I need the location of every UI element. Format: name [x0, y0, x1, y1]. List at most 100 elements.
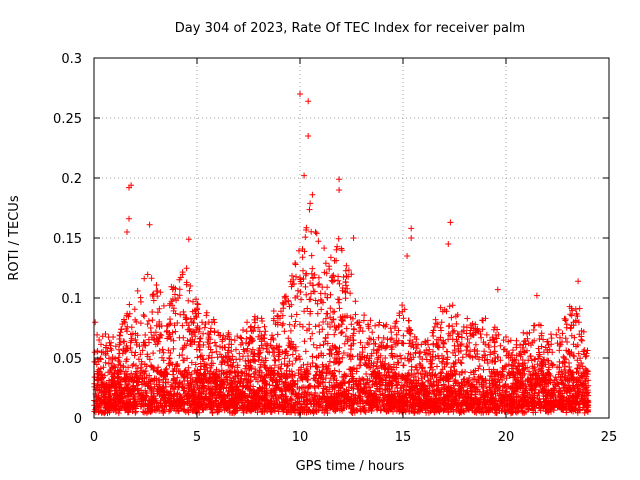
- data-point: [327, 347, 334, 354]
- data-point: [291, 323, 298, 329]
- data-point: [134, 365, 141, 372]
- data-point: [319, 326, 326, 333]
- data-point: [575, 361, 582, 368]
- data-point: [99, 333, 106, 340]
- data-point: [562, 335, 569, 342]
- data-point: [251, 316, 258, 323]
- data-point: [481, 357, 488, 364]
- data-point: [458, 341, 465, 347]
- data-point: [397, 352, 404, 359]
- data-point: [283, 298, 290, 305]
- data-point: [204, 339, 211, 346]
- data-point: [318, 306, 325, 313]
- data-point: [319, 407, 326, 414]
- data-point: [479, 326, 486, 333]
- data-point: [188, 359, 195, 366]
- data-point: [316, 281, 323, 287]
- data-point: [308, 252, 315, 259]
- data-point: [286, 303, 293, 310]
- data-point: [244, 319, 250, 326]
- data-point: [333, 246, 340, 253]
- data-point: [481, 348, 488, 355]
- data-point: [286, 358, 293, 365]
- data-point: [328, 319, 335, 326]
- data-point: [281, 328, 288, 335]
- data-point: [304, 327, 310, 334]
- data-point: [279, 299, 286, 306]
- data-point: [418, 375, 425, 382]
- data-point: [176, 286, 183, 293]
- data-point: [172, 328, 179, 335]
- data-point: [394, 381, 401, 388]
- data-point: [120, 338, 127, 345]
- data-point: [201, 324, 208, 331]
- data-point: [374, 347, 380, 354]
- data-point: [142, 332, 149, 338]
- data-point: [476, 363, 483, 369]
- data-point: [115, 346, 122, 353]
- data-point: [316, 329, 323, 335]
- data-point: [469, 320, 476, 327]
- data-point: [334, 243, 341, 250]
- data-point: [117, 339, 124, 346]
- data-point: [181, 342, 188, 349]
- data-point: [211, 339, 218, 346]
- data-point: [176, 276, 183, 283]
- data-point: [197, 353, 204, 360]
- data-point: [295, 370, 302, 377]
- data-point: [145, 317, 152, 324]
- data-point: [179, 269, 186, 276]
- data-point: [107, 345, 114, 352]
- data-point: [448, 314, 455, 321]
- data-point: [369, 329, 376, 336]
- data-point: [446, 303, 453, 310]
- data-points: [91, 91, 592, 417]
- data-point: [379, 339, 385, 346]
- data-point: [476, 356, 482, 363]
- data-point: [497, 342, 504, 349]
- data-point: [350, 391, 357, 398]
- data-point: [478, 334, 485, 341]
- data-point: [398, 355, 405, 362]
- data-point: [184, 377, 191, 384]
- data-point: [187, 402, 194, 409]
- data-point: [152, 407, 159, 414]
- data-point: [339, 287, 346, 294]
- data-point: [393, 364, 400, 371]
- data-point: [153, 282, 160, 288]
- data-point: [189, 308, 196, 315]
- data-point: [252, 319, 258, 326]
- data-point: [361, 344, 368, 351]
- data-point: [121, 338, 128, 345]
- data-point: [495, 354, 501, 360]
- data-point: [451, 360, 458, 367]
- data-point: [314, 300, 321, 307]
- data-point: [345, 267, 352, 274]
- data-point: [166, 408, 172, 415]
- data-point: [382, 355, 389, 361]
- data-point: [505, 338, 512, 345]
- data-point: [418, 365, 425, 372]
- data-point: [134, 287, 141, 294]
- data-point: [430, 378, 437, 385]
- data-point: [487, 337, 493, 344]
- data-point: [567, 325, 574, 332]
- data-point: [205, 355, 212, 362]
- data-point: [211, 319, 218, 326]
- data-point: [357, 339, 364, 346]
- data-point: [464, 315, 471, 322]
- data-point: [172, 310, 179, 317]
- data-point: [324, 410, 331, 416]
- data-point: [566, 303, 573, 310]
- data-point: [287, 278, 294, 285]
- data-point: [434, 343, 441, 350]
- data-point: [520, 329, 527, 336]
- data-point: [510, 347, 516, 354]
- data-point: [347, 290, 354, 297]
- data-point: [247, 324, 254, 331]
- data-point: [408, 356, 415, 363]
- data-point: [326, 351, 333, 358]
- data-point: [180, 372, 187, 379]
- data-point: [325, 362, 332, 369]
